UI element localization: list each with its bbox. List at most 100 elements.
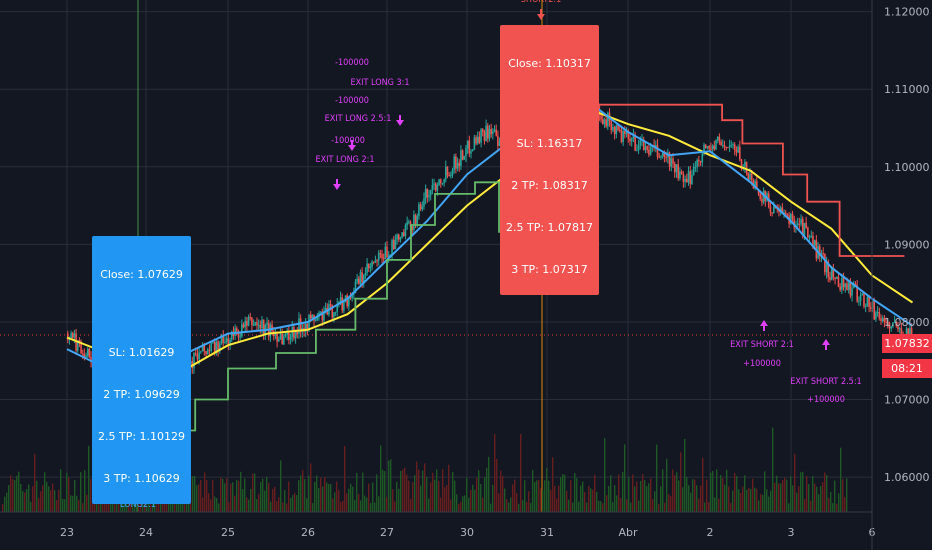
candle-body	[725, 146, 727, 148]
candle-body	[824, 253, 826, 273]
candle-body	[706, 146, 709, 148]
volume-bar	[818, 494, 820, 512]
volume-bar	[600, 501, 602, 512]
candle-body	[366, 263, 368, 274]
candle-body	[66, 333, 69, 340]
volume-bar	[612, 502, 614, 512]
volume-bar	[836, 503, 838, 512]
volume-bar	[446, 485, 448, 512]
candle-body	[224, 341, 226, 343]
candle-body	[259, 324, 262, 329]
candle-body	[242, 324, 245, 328]
volume-bar	[602, 503, 604, 512]
volume-bar	[240, 471, 242, 512]
candle-body	[808, 236, 811, 238]
volume-bar	[438, 480, 440, 512]
volume-bar	[728, 486, 730, 512]
candle-body	[745, 161, 748, 174]
candle-body	[696, 159, 698, 167]
candle-body	[673, 163, 676, 173]
volume-bar	[312, 503, 314, 512]
candle-body	[861, 293, 864, 296]
volume-bar	[60, 469, 62, 512]
volume-bar	[238, 480, 240, 512]
volume-bar	[288, 481, 290, 512]
volume-bar	[6, 492, 8, 512]
candle-body	[818, 246, 821, 257]
candle-body	[735, 150, 738, 153]
candle-body	[873, 301, 875, 320]
candle-body	[431, 184, 434, 191]
y-tick-label: 1.08000	[884, 316, 930, 329]
volume-bar	[330, 483, 332, 512]
candle-body	[684, 178, 686, 182]
tooltip-tp2: 2 TP: 1.09629	[103, 388, 180, 401]
candle-body	[229, 340, 231, 345]
volume-bar	[2, 503, 4, 512]
candle-body	[316, 316, 319, 321]
volume-bar	[422, 470, 424, 512]
volume-bar	[126, 503, 128, 512]
volume-bar	[86, 494, 88, 512]
volume-bar	[314, 482, 316, 512]
candle-body	[613, 126, 616, 135]
volume-bar	[382, 469, 384, 512]
volume-bar	[196, 485, 198, 512]
candle-body	[213, 342, 216, 352]
candle-body	[225, 338, 228, 342]
candle-body	[694, 166, 697, 168]
candle-body	[85, 355, 87, 358]
volume-bar	[226, 478, 228, 512]
volume-bar	[350, 483, 352, 512]
volume-bar	[210, 499, 212, 512]
candle-body	[739, 146, 741, 160]
candle-body	[727, 147, 729, 149]
volume-bar	[708, 502, 710, 512]
candle-body	[261, 319, 263, 329]
volume-bar	[610, 475, 612, 512]
candle-body	[71, 333, 74, 338]
volume-bar	[484, 477, 486, 512]
volume-bar	[588, 486, 590, 512]
volume-bar	[518, 503, 520, 512]
candle-body	[319, 311, 322, 313]
volume-bar	[814, 483, 816, 512]
volume-bar	[746, 489, 748, 512]
candle-body	[406, 222, 408, 226]
candle-body	[76, 340, 79, 351]
candle-body	[849, 282, 852, 296]
volume-bar	[758, 500, 760, 512]
candle-body	[70, 333, 72, 338]
volume-bar	[766, 489, 768, 512]
volume-bar	[546, 468, 548, 512]
volume-bar	[424, 463, 426, 512]
volume-bar	[294, 492, 296, 512]
candle-body	[434, 183, 437, 191]
candle-body	[858, 300, 860, 302]
candle-body	[408, 221, 410, 223]
candle-body	[625, 131, 628, 135]
candle-body	[193, 353, 195, 368]
candle-body	[750, 173, 753, 181]
candle-body	[448, 175, 450, 177]
candle-body	[600, 115, 602, 120]
volume-bar	[800, 472, 802, 512]
candle-body	[704, 144, 707, 148]
candle-body	[241, 324, 243, 337]
x-tick-label: 3	[788, 526, 795, 539]
volume-bar	[388, 460, 390, 512]
volume-bar	[326, 482, 328, 512]
candle-body	[718, 136, 721, 142]
volume-bar	[318, 487, 320, 512]
volume-bar	[200, 479, 202, 512]
volume-bar	[812, 476, 814, 512]
volume-bar	[374, 502, 376, 512]
indicator-line-0	[66, 107, 914, 374]
candle-body	[324, 308, 327, 312]
volume-bar	[448, 464, 450, 512]
candle-body	[691, 174, 693, 184]
candle-body	[692, 167, 695, 175]
candle-body	[737, 146, 739, 153]
candle-body	[629, 138, 631, 142]
candle-body	[710, 148, 712, 150]
